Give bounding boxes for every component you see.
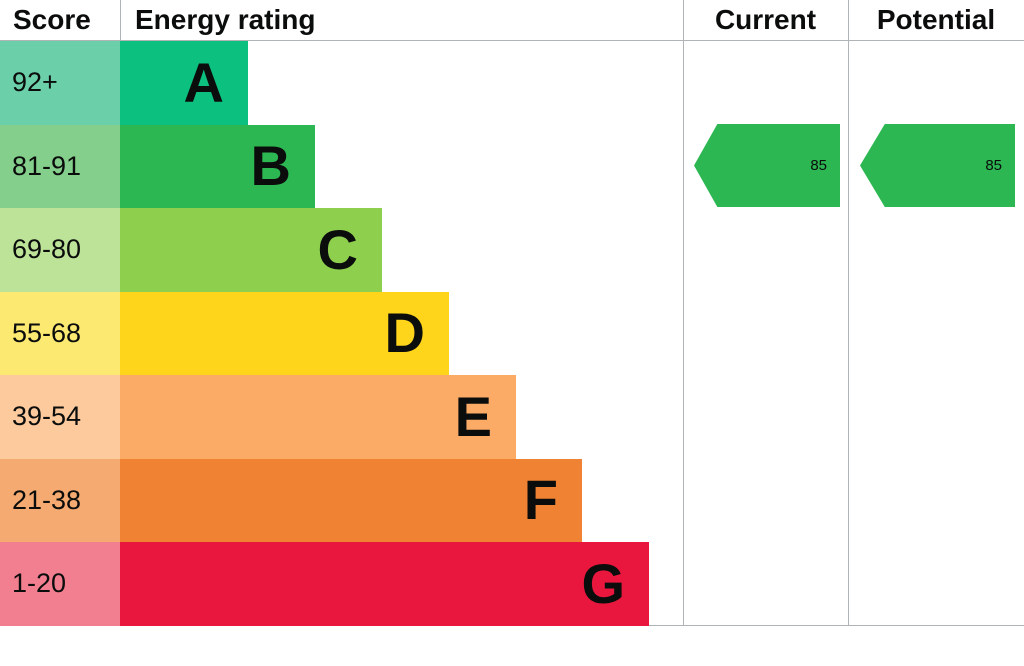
chart-bottom-border <box>0 625 1024 626</box>
score-column-header: Score <box>13 4 91 35</box>
current-column-divider <box>683 0 684 626</box>
band-bar-a: A <box>120 41 248 125</box>
band-letter-f: F <box>523 468 558 532</box>
potential-rating-value: 85 <box>985 157 1002 174</box>
potential-column-header: Potential <box>876 4 996 35</box>
band-letter-e: E <box>454 384 492 448</box>
band-letter-a: A <box>183 50 224 114</box>
band-bar-e: E <box>120 375 516 459</box>
band-row-c: 69-80 C <box>0 208 1024 292</box>
energy-rating-column-header: Energy rating <box>135 4 316 35</box>
score-column-divider <box>120 0 121 40</box>
score-range-c: 69-80 <box>0 208 120 292</box>
band-letter-c: C <box>317 217 358 281</box>
band-letter-d: D <box>384 301 425 365</box>
score-range-g: 1-20 <box>0 542 120 626</box>
band-letter-b: B <box>250 134 291 198</box>
band-bar-g: G <box>120 542 649 626</box>
potential-rating-arrow: 85 <box>860 124 1015 207</box>
score-range-f: 21-38 <box>0 458 120 542</box>
score-range-b: 81-91 <box>0 124 120 208</box>
band-letter-g: G <box>581 551 625 615</box>
potential-column-divider <box>848 0 849 626</box>
band-rows: 92+ A 81-91 B 69-80 C 55-68 D 39-54 E 21… <box>0 41 1024 626</box>
score-range-d: 55-68 <box>0 291 120 375</box>
score-range-e: 39-54 <box>0 375 120 459</box>
band-row-b: 81-91 B <box>0 124 1024 208</box>
current-rating-arrow: 85 <box>694 124 840 207</box>
band-bar-b: B <box>120 124 315 208</box>
band-row-g: 1-20 G <box>0 542 1024 626</box>
band-bar-f: F <box>120 458 582 542</box>
current-column-header: Current <box>714 4 817 35</box>
current-rating-value: 85 <box>810 157 827 174</box>
band-bar-d: D <box>120 291 449 375</box>
band-row-a: 92+ A <box>0 41 1024 125</box>
band-row-f: 21-38 F <box>0 458 1024 542</box>
band-row-d: 55-68 D <box>0 291 1024 375</box>
band-row-e: 39-54 E <box>0 375 1024 459</box>
score-range-a: 92+ <box>0 41 120 125</box>
chart-header: Score Energy rating Current Potential <box>0 0 1024 41</box>
band-bar-c: C <box>120 208 382 292</box>
